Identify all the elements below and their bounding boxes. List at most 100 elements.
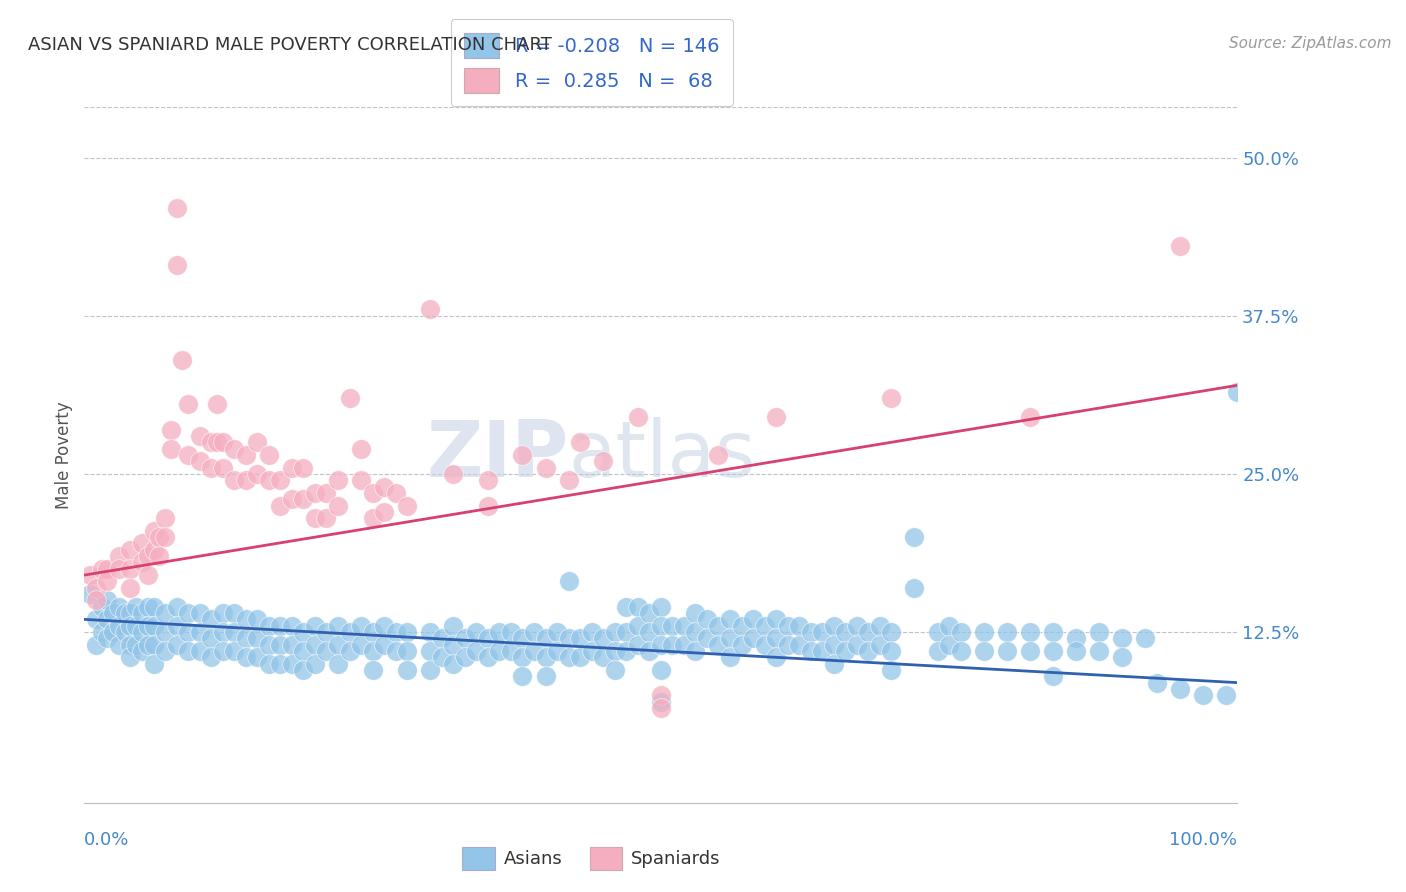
Point	[125, 638, 148, 652]
Point	[488, 625, 510, 640]
Point	[834, 644, 856, 658]
Point	[114, 625, 136, 640]
Point	[454, 650, 477, 665]
Point	[120, 562, 142, 576]
Point	[650, 638, 672, 652]
Text: ASIAN VS SPANIARD MALE POVERTY CORRELATION CHART: ASIAN VS SPANIARD MALE POVERTY CORRELATI…	[28, 36, 553, 54]
Point	[125, 599, 148, 614]
Point	[880, 663, 903, 677]
Point	[512, 632, 534, 646]
Point	[823, 657, 845, 671]
Point	[326, 638, 349, 652]
Point	[638, 625, 661, 640]
Point	[512, 669, 534, 683]
Point	[84, 638, 107, 652]
Point	[419, 644, 441, 658]
Point	[153, 530, 176, 544]
Point	[304, 657, 326, 671]
Point	[269, 499, 291, 513]
Point	[1168, 681, 1191, 696]
Point	[188, 454, 211, 468]
Point	[627, 599, 650, 614]
Point	[927, 625, 949, 640]
Point	[696, 632, 718, 646]
Point	[108, 599, 131, 614]
Point	[1018, 625, 1040, 640]
Point	[603, 644, 626, 658]
Point	[845, 638, 868, 652]
Point	[1191, 688, 1213, 702]
Point	[96, 632, 118, 646]
Point	[166, 638, 188, 652]
Point	[685, 606, 707, 620]
Point	[592, 632, 614, 646]
Point	[419, 663, 441, 677]
Point	[292, 492, 315, 507]
Point	[257, 618, 280, 632]
Point	[142, 524, 165, 538]
Point	[776, 638, 799, 652]
Point	[235, 473, 257, 487]
Point	[1064, 644, 1087, 658]
Point	[84, 612, 107, 626]
Point	[995, 644, 1018, 658]
Point	[534, 650, 557, 665]
Point	[120, 542, 142, 557]
Point	[257, 448, 280, 462]
Point	[304, 511, 326, 525]
Point	[90, 599, 112, 614]
Point	[136, 599, 159, 614]
Point	[546, 625, 568, 640]
Point	[603, 625, 626, 640]
Point	[142, 542, 165, 557]
Y-axis label: Male Poverty: Male Poverty	[55, 401, 73, 508]
Point	[136, 549, 159, 563]
Point	[211, 435, 233, 450]
Point	[1018, 409, 1040, 424]
Point	[90, 625, 112, 640]
Point	[188, 429, 211, 443]
Point	[269, 618, 291, 632]
Point	[292, 644, 315, 658]
Point	[1064, 632, 1087, 646]
Point	[281, 492, 304, 507]
Point	[205, 435, 228, 450]
Point	[477, 632, 499, 646]
Point	[79, 568, 101, 582]
Point	[96, 574, 118, 589]
Point	[650, 688, 672, 702]
Point	[512, 650, 534, 665]
Point	[1042, 625, 1064, 640]
Point	[269, 473, 291, 487]
Point	[142, 618, 165, 632]
Point	[834, 625, 856, 640]
Point	[235, 632, 257, 646]
Point	[211, 644, 233, 658]
Point	[108, 549, 131, 563]
Point	[177, 448, 200, 462]
Point	[718, 612, 741, 626]
Point	[304, 638, 326, 652]
Point	[350, 638, 373, 652]
Point	[707, 618, 730, 632]
Point	[557, 632, 579, 646]
Point	[200, 435, 222, 450]
Point	[949, 625, 972, 640]
Point	[477, 499, 499, 513]
Point	[811, 625, 834, 640]
Point	[869, 638, 891, 652]
Point	[696, 612, 718, 626]
Point	[166, 258, 188, 272]
Point	[153, 625, 176, 640]
Point	[499, 644, 522, 658]
Point	[569, 435, 592, 450]
Point	[754, 618, 776, 632]
Point	[1088, 625, 1111, 640]
Point	[384, 644, 406, 658]
Point	[339, 625, 361, 640]
Point	[603, 663, 626, 677]
Point	[361, 663, 384, 677]
Point	[373, 638, 395, 652]
Point	[211, 625, 233, 640]
Point	[304, 486, 326, 500]
